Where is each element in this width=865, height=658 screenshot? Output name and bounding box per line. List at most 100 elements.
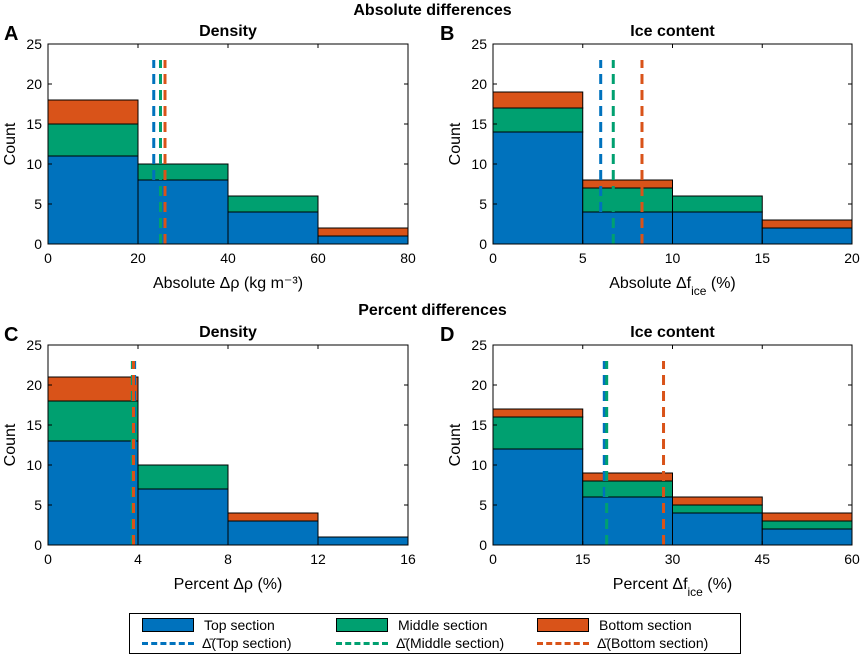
x-axis-label-main: Percent Δf [613, 576, 688, 593]
x-tick-label: 60 [844, 551, 860, 567]
x-tick-label: 0 [44, 250, 52, 266]
legend-label-top: Top section [204, 617, 275, 633]
panel-d: D Ice content 0 5 10 15 20 25 0 15 30 45 60 Count Perc… [440, 324, 860, 599]
x-tick-label: 12 [310, 551, 326, 567]
x-axis-label-suffix: (%) [706, 275, 735, 292]
panel-title: Density [199, 324, 257, 341]
legend-label-bottom: Bottom section [599, 617, 692, 633]
legend-label-mean-middle: (Middle section) [405, 635, 505, 651]
bar-bottom-bin-0 [492, 408, 584, 418]
x-axis-label: Percent Δρ (%) [174, 576, 283, 593]
legend-label-mean-top: (Top section) [211, 635, 292, 651]
y-tick-label: 5 [479, 196, 487, 212]
bar-bottom-bin-0 [492, 91, 584, 109]
y-tick-label: 20 [26, 377, 42, 393]
legend-item-mean-middle: Δ̄ (Middle section) [336, 634, 504, 652]
legend-line-mean-middle [336, 641, 388, 645]
bar-middle-bin-1 [137, 464, 229, 490]
bar-middle-bin-2 [672, 504, 763, 514]
bar-bottom-bin-3 [317, 227, 409, 237]
y-tick-label: 5 [34, 196, 42, 212]
panel-title: Density [199, 23, 257, 40]
x-axis-label-main: Absolute Δρ (kg m⁻³) [153, 275, 303, 292]
x-tick-label: 15 [754, 250, 770, 266]
x-tick-label: 4 [134, 551, 142, 567]
bar-middle-bin-1 [582, 480, 673, 498]
heading-absolute-differences: Absolute differences [353, 2, 512, 19]
y-tick-label: 5 [34, 497, 42, 513]
y-tick-label: 25 [26, 337, 42, 353]
x-axis-label: Absolute Δfice (%) [609, 275, 736, 298]
y-tick-label: 15 [26, 116, 42, 132]
legend-line-mean-bottom [537, 641, 589, 645]
panel-title: Ice content [630, 23, 715, 40]
y-tick-label: 25 [26, 36, 42, 52]
y-axis-label: Count [447, 423, 464, 466]
bar-top-bin-0 [492, 131, 584, 245]
x-tick-label: 0 [44, 551, 52, 567]
x-tick-label: 15 [575, 551, 591, 567]
bar-bottom-bin-3 [761, 219, 853, 229]
bar-top-bin-2 [672, 211, 763, 245]
bar-top-bin-3 [761, 528, 853, 546]
y-tick-label: 0 [479, 537, 487, 553]
y-tick-label: 20 [26, 76, 42, 92]
panel-c: C Density 0 5 10 15 20 25 0 4 8 12 16 Count Percent Δρ… [2, 324, 416, 593]
bar-middle-bin-0 [47, 123, 139, 157]
legend-item-mean-top: Δ̄ (Top section) [142, 634, 292, 652]
bar-middle-bin-0 [492, 107, 584, 133]
panel-b: B Ice content 0 5 10 15 20 25 0 5 10 15 20 Count Absol… [440, 23, 860, 298]
y-tick-label: 0 [34, 537, 42, 553]
legend-swatch-top [142, 618, 194, 632]
bar-middle-bin-0 [47, 400, 139, 442]
bar-top-bin-1 [582, 496, 673, 546]
x-axis-label-suffix: (%) [703, 576, 732, 593]
x-axis-label-main: Absolute Δf [609, 275, 691, 292]
bar-top-bin-3 [761, 227, 853, 245]
x-axis-label-sub: ice [688, 585, 704, 599]
legend-label-mean-bottom: (Bottom section) [606, 635, 709, 651]
y-tick-label: 5 [479, 497, 487, 513]
panel-label-d: D [440, 324, 454, 346]
y-axis-label: Count [2, 122, 19, 165]
bar-bottom-bin-2 [227, 512, 319, 522]
bar-middle-bin-0 [492, 416, 584, 450]
bar-top-bin-0 [47, 440, 139, 546]
y-tick-label: 0 [479, 236, 487, 252]
bar-top-bin-1 [137, 179, 229, 245]
y-tick-label: 25 [471, 36, 487, 52]
y-axis-label: Count [447, 122, 464, 165]
legend-item-bottom: Bottom section [537, 616, 692, 634]
bar-bottom-bin-1 [582, 179, 673, 189]
x-tick-label: 30 [665, 551, 681, 567]
bar-top-bin-2 [227, 520, 319, 546]
legend-item-middle: Middle section [336, 616, 488, 634]
y-tick-label: 20 [471, 377, 487, 393]
x-tick-label: 60 [310, 250, 326, 266]
y-axis-label: Count [2, 423, 19, 466]
bar-middle-bin-2 [227, 195, 319, 213]
bar-middle-bin-2 [672, 195, 763, 213]
bar-middle-bin-3 [761, 520, 853, 530]
legend-symbol-mean-middle: Δ̄ [396, 635, 406, 651]
y-tick-label: 0 [34, 236, 42, 252]
legend-swatch-middle [336, 618, 388, 632]
panel-a: A Density 0 5 10 15 20 25 0 20 40 60 80 Count Absolute… [2, 23, 416, 292]
bar-bottom-bin-1 [582, 472, 673, 482]
heading-percent-differences: Percent differences [358, 302, 507, 319]
bar-top-bin-3 [317, 536, 409, 546]
y-tick-label: 15 [26, 417, 42, 433]
y-tick-label: 10 [26, 156, 42, 172]
bar-bottom-bin-0 [47, 99, 139, 125]
x-axis-label: Percent Δfice (%) [613, 576, 732, 599]
panel-label-a: A [4, 23, 18, 45]
y-tick-label: 20 [471, 76, 487, 92]
bar-bottom-bin-0 [47, 376, 139, 402]
panel-label-c: C [4, 324, 18, 346]
y-tick-label: 10 [26, 457, 42, 473]
legend: Top section Middle section Bottom sectio… [129, 613, 741, 654]
x-tick-label: 0 [489, 551, 497, 567]
y-tick-label: 10 [471, 156, 487, 172]
x-axis-label-main: Percent Δρ (%) [174, 576, 283, 593]
